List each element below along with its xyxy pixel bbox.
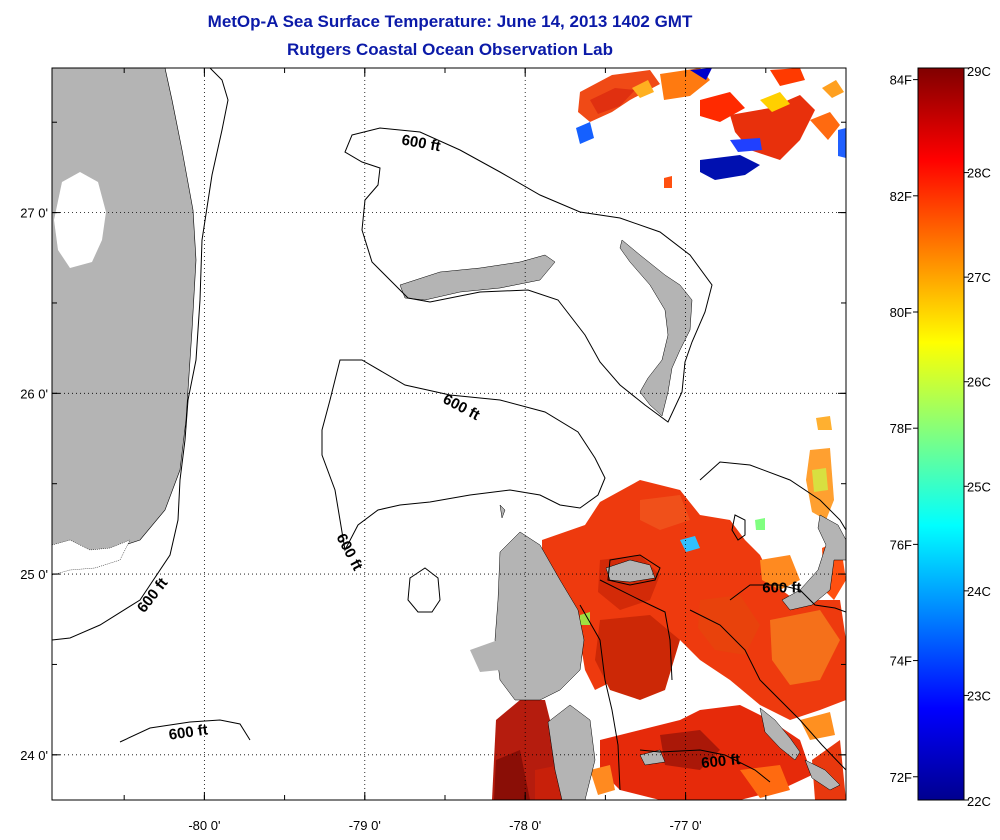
land-andros	[470, 531, 585, 701]
lat-tick-label: 27 0'	[20, 206, 48, 221]
map-frame	[51, 67, 847, 801]
lat-tick-label: 25 0'	[20, 567, 48, 582]
land-exuma-cays	[759, 707, 841, 791]
sst-patch-top-right	[576, 68, 846, 188]
contour-label-600ft: 600 ft	[700, 751, 741, 772]
map-subtitle: Rutgers Coastal Ocean Observation Lab	[287, 40, 613, 59]
lon-tick-label: -79 0'	[349, 818, 381, 833]
lon-tick-label: -78 0'	[509, 818, 541, 833]
map-title: MetOp-A Sea Surface Temperature: June 14…	[207, 12, 693, 31]
lon-tick-label: -80 0'	[188, 818, 220, 833]
contour-label-600ft: 600 ft	[762, 580, 801, 597]
land-eleuthera	[781, 514, 846, 611]
land-florida	[52, 68, 197, 576]
land-andros-south	[547, 704, 596, 800]
land-grand-bahama	[399, 254, 556, 301]
lat-tick-label: 26 0'	[20, 386, 48, 401]
lon-tick-label: -77 0'	[670, 818, 702, 833]
contour-label-600ft: 600 ft	[168, 721, 209, 743]
lat-tick-label: 24 0'	[20, 748, 48, 763]
sst-patch-bottom	[492, 700, 846, 800]
land-great-abaco	[619, 239, 693, 417]
contour-label-600ft: 600 ft	[400, 132, 442, 156]
